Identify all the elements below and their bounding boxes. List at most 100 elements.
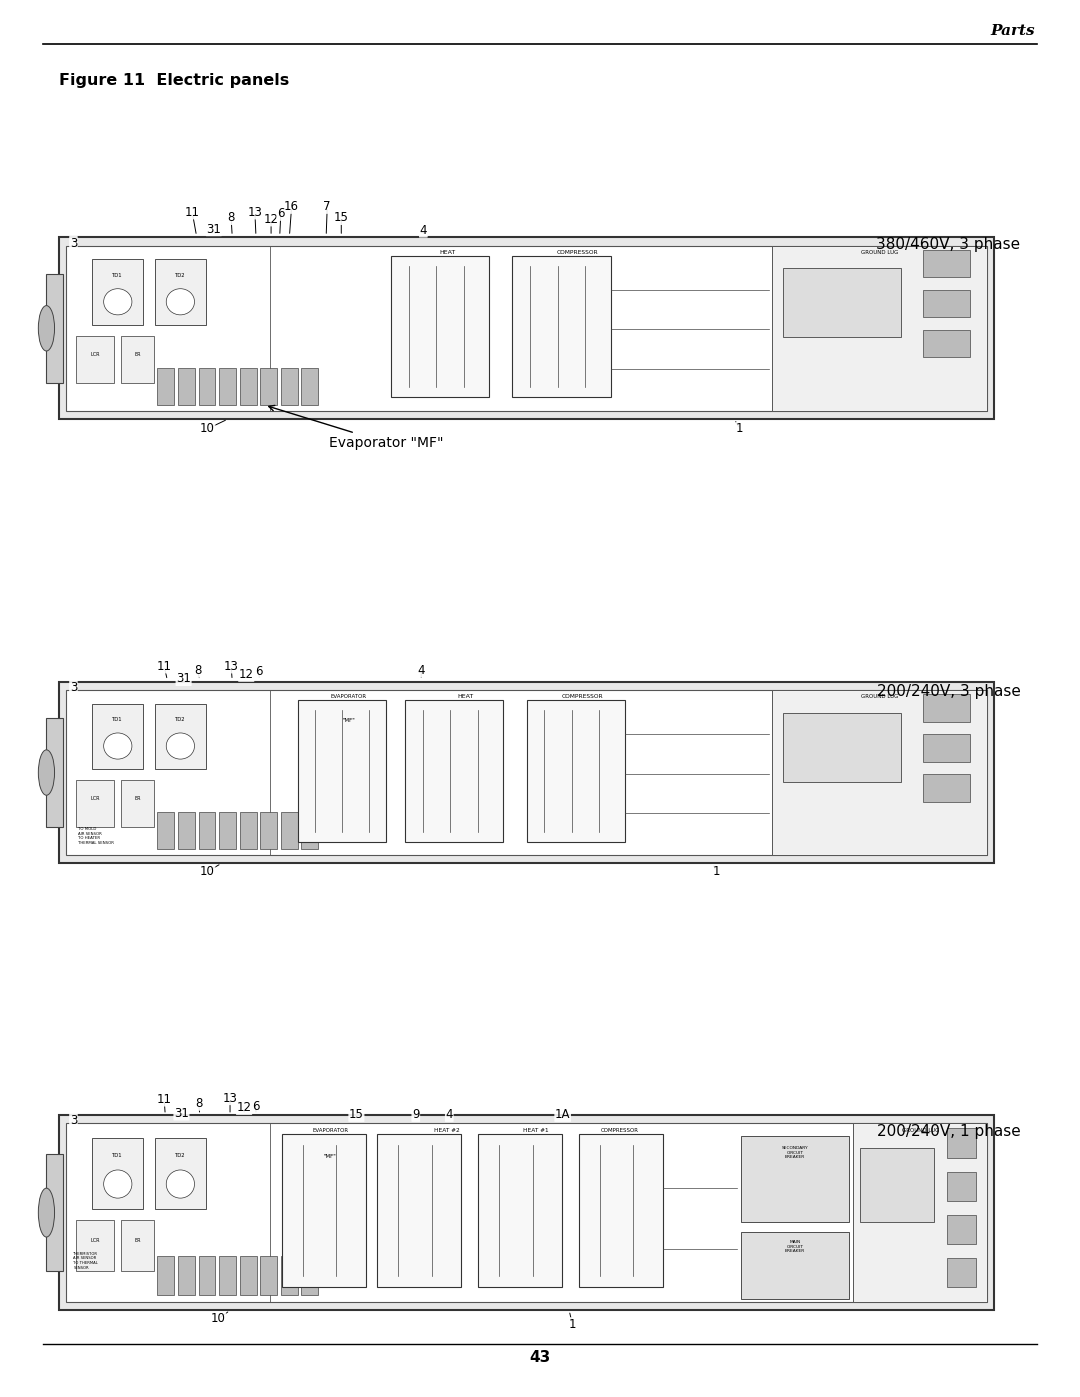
Text: Parts: Parts — [990, 24, 1035, 39]
Text: 4: 4 — [446, 1108, 453, 1122]
Bar — [46, 274, 63, 383]
Text: 10: 10 — [200, 865, 215, 879]
Ellipse shape — [39, 306, 54, 351]
Bar — [301, 813, 319, 849]
Bar — [260, 369, 278, 405]
Bar — [121, 780, 153, 827]
Bar — [59, 237, 994, 419]
Bar — [405, 700, 503, 841]
Text: 10: 10 — [211, 1312, 226, 1326]
Text: HEAT #1: HEAT #1 — [523, 1129, 549, 1133]
Text: 6: 6 — [278, 207, 284, 221]
Text: COMPRESSOR: COMPRESSOR — [557, 250, 598, 256]
Bar — [377, 1134, 461, 1287]
Bar — [121, 335, 153, 383]
Text: 200/240V, 3 phase: 200/240V, 3 phase — [877, 685, 1021, 698]
Text: COMPRESSOR: COMPRESSOR — [562, 694, 604, 700]
Text: 15: 15 — [349, 1108, 364, 1122]
Bar — [513, 256, 610, 397]
Ellipse shape — [104, 289, 132, 314]
Bar — [922, 291, 970, 317]
Text: 1A: 1A — [555, 1108, 570, 1122]
Text: 380/460V, 3 phase: 380/460V, 3 phase — [877, 237, 1021, 251]
Bar — [922, 774, 970, 802]
Text: HEAT: HEAT — [438, 250, 455, 256]
Bar — [772, 690, 987, 855]
Text: LCR: LCR — [90, 352, 99, 358]
Bar — [260, 813, 278, 849]
Text: 16: 16 — [284, 200, 299, 214]
Text: "MF": "MF" — [342, 718, 355, 724]
Text: 4: 4 — [418, 664, 424, 678]
Bar — [66, 1123, 987, 1302]
Bar — [772, 246, 987, 411]
Text: 1: 1 — [713, 865, 719, 879]
Text: LCR: LCR — [90, 1238, 99, 1243]
Ellipse shape — [104, 1169, 132, 1199]
Bar — [783, 268, 901, 338]
Text: 31: 31 — [174, 1106, 189, 1120]
Text: 12: 12 — [239, 668, 254, 682]
Bar — [59, 682, 994, 863]
Bar — [219, 813, 235, 849]
Bar — [154, 260, 206, 324]
Bar — [77, 335, 113, 383]
Text: TD2: TD2 — [175, 1154, 186, 1158]
Bar — [92, 1139, 144, 1208]
Bar — [66, 690, 987, 855]
Bar — [240, 369, 257, 405]
Bar — [298, 700, 387, 841]
Text: 11: 11 — [157, 1092, 172, 1106]
Text: 1: 1 — [737, 422, 743, 436]
Bar — [527, 700, 624, 841]
Text: HEAT #2: HEAT #2 — [434, 1129, 460, 1133]
Text: SECONDARY
CIRCUIT
BREAKER: SECONDARY CIRCUIT BREAKER — [782, 1146, 809, 1160]
Text: 9: 9 — [413, 1108, 419, 1122]
Bar — [922, 250, 970, 278]
Bar — [853, 1123, 987, 1302]
Bar — [922, 735, 970, 761]
Text: 13: 13 — [222, 1091, 238, 1105]
Bar — [199, 369, 215, 405]
Text: GROUND LUG: GROUND LUG — [861, 250, 899, 256]
Text: 12: 12 — [264, 212, 279, 226]
Bar — [391, 256, 489, 397]
Text: 15: 15 — [334, 211, 349, 225]
Bar — [154, 1139, 206, 1208]
Text: TD1: TD1 — [112, 718, 123, 722]
Text: GROUND LUG: GROUND LUG — [902, 1129, 939, 1133]
Text: EVAPORATOR: EVAPORATOR — [312, 1129, 349, 1133]
Bar — [240, 1256, 257, 1295]
Text: TO MOLD
AIR SENSOR
TO HEATER
THERMAL SENSOR: TO MOLD AIR SENSOR TO HEATER THERMAL SEN… — [78, 827, 114, 845]
Text: 6: 6 — [256, 665, 262, 679]
Text: ER: ER — [134, 796, 140, 802]
Bar — [92, 704, 144, 768]
Text: COMPRESSOR: COMPRESSOR — [600, 1129, 639, 1133]
Bar — [922, 330, 970, 358]
Text: 4: 4 — [420, 224, 427, 237]
Bar — [158, 1256, 174, 1295]
Bar — [77, 1221, 113, 1271]
Bar — [199, 1256, 215, 1295]
Bar — [219, 369, 235, 405]
Text: Evaporator "MF": Evaporator "MF" — [269, 405, 444, 450]
Bar — [741, 1232, 849, 1299]
Text: 11: 11 — [185, 205, 200, 219]
Text: THERMISTOR
AIR SENSOR
TO THERMAL
SENSOR: THERMISTOR AIR SENSOR TO THERMAL SENSOR — [73, 1252, 98, 1270]
Text: 43: 43 — [529, 1350, 551, 1365]
Bar — [281, 369, 298, 405]
Bar — [947, 1129, 976, 1158]
Bar — [947, 1214, 976, 1243]
Text: 10: 10 — [200, 422, 215, 436]
Ellipse shape — [39, 750, 54, 795]
Bar — [46, 718, 63, 827]
Ellipse shape — [166, 1169, 194, 1199]
Bar — [199, 813, 215, 849]
Bar — [281, 813, 298, 849]
Bar — [59, 1115, 994, 1310]
Bar — [301, 1256, 319, 1295]
Bar — [92, 260, 144, 324]
Text: TD2: TD2 — [175, 274, 186, 278]
Text: MAIN
CIRCUIT
BREAKER: MAIN CIRCUIT BREAKER — [785, 1241, 806, 1253]
Bar — [121, 1221, 153, 1271]
